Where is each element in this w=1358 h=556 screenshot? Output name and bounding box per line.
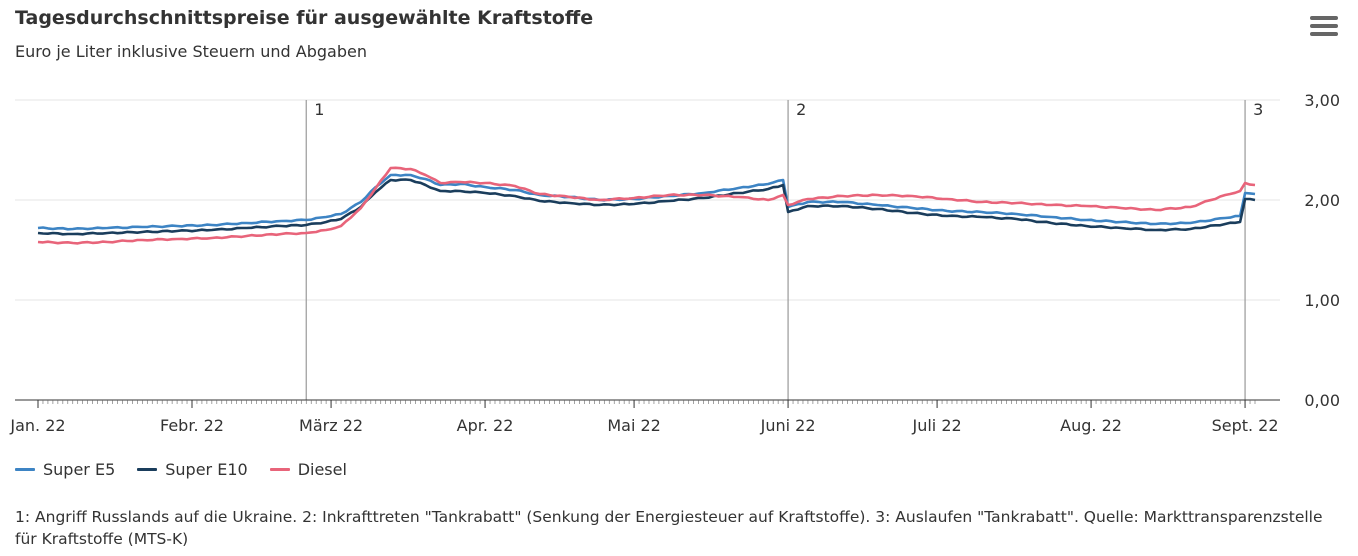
- y-tick-label: 2,00: [1304, 191, 1340, 210]
- event-label: 2: [796, 100, 806, 119]
- menu-bar: [1310, 32, 1338, 36]
- legend-label: Super E10: [165, 460, 248, 479]
- chart-subtitle: Euro je Liter inklusive Steuern und Abga…: [15, 42, 367, 61]
- event-lines: 1 2 3: [305, 100, 1263, 400]
- x-tick-label: Mai 22: [607, 416, 661, 435]
- series-line-diesel[interactable]: [37, 166, 1256, 245]
- menu-bar: [1310, 24, 1338, 28]
- y-tick-label: 1,00: [1304, 291, 1340, 310]
- x-tick-label: Juli 22: [911, 416, 961, 435]
- series-lines[interactable]: [37, 166, 1256, 245]
- x-tick-label: Apr. 22: [457, 416, 514, 435]
- legend-item-super-e5[interactable]: Super E5: [15, 460, 115, 479]
- hamburger-menu-icon[interactable]: [1310, 16, 1338, 42]
- legend-swatch: [269, 468, 290, 471]
- legend-swatch: [137, 468, 158, 471]
- series-line-super-e10[interactable]: [37, 178, 1256, 236]
- chart-title: Tagesdurchschnittspreise für ausgewählte…: [15, 7, 594, 29]
- x-tick-label: Aug. 22: [1060, 416, 1122, 435]
- event-label: 1: [314, 100, 324, 119]
- x-tick-label: Febr. 22: [160, 416, 224, 435]
- y-tick-label: 3,00: [1304, 91, 1340, 110]
- y-axis: 0,00 1,00 2,00 3,00: [1304, 91, 1340, 410]
- legend: Super E5 Super E10 Diesel: [15, 460, 347, 479]
- menu-bar: [1310, 16, 1338, 20]
- event-label: 3: [1253, 100, 1263, 119]
- x-tick-label: März 22: [299, 416, 363, 435]
- x-tick-label: Jan. 22: [9, 416, 65, 435]
- footnote: 1: Angriff Russlands auf die Ukraine. 2:…: [15, 508, 1323, 548]
- x-axis: Jan. 22 Febr. 22 März 22 Apr. 22 Mai 22 Juni …: [9, 399, 1280, 435]
- legend-item-diesel[interactable]: Diesel: [269, 460, 347, 479]
- legend-label: Diesel: [297, 460, 347, 479]
- x-tick-label: Juni 22: [760, 416, 816, 435]
- y-tick-label: 0,00: [1304, 391, 1340, 410]
- x-tick-label: Sept. 22: [1212, 416, 1279, 435]
- legend-swatch: [15, 468, 35, 471]
- legend-item-super-e10[interactable]: Super E10: [137, 460, 248, 479]
- legend-label: Super E5: [43, 460, 116, 479]
- grid: [15, 99, 1280, 301]
